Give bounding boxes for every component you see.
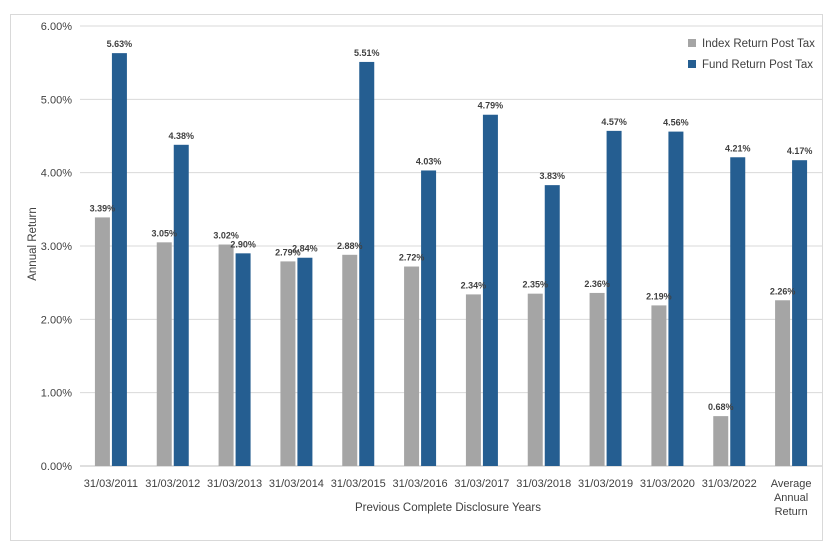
bar-fund-return — [730, 157, 746, 466]
y-tick-label: 3.00% — [41, 241, 72, 253]
x-tick-label: 31/03/2012 — [145, 478, 200, 490]
data-label: 3.83% — [539, 171, 565, 181]
bar-fund-return — [792, 160, 808, 466]
bar-fund-return — [359, 61, 375, 466]
x-tick-label: 31/03/2019 — [578, 478, 633, 490]
data-label: 4.57% — [601, 117, 627, 127]
data-label: 2.72% — [399, 253, 425, 263]
data-label: 2.88% — [337, 241, 363, 251]
x-tick-label: 31/03/2018 — [516, 478, 571, 490]
bar-fund-return — [235, 253, 251, 466]
bar-fund-return — [668, 131, 684, 466]
y-tick-label: 5.00% — [41, 94, 72, 106]
bar-fund-return — [482, 114, 498, 466]
data-label: 3.05% — [151, 228, 177, 238]
bar-index-return — [589, 292, 605, 466]
x-tick-label: 31/03/2017 — [454, 478, 509, 490]
data-label: 2.36% — [584, 279, 610, 289]
bar-index-return — [280, 261, 296, 466]
data-label: 2.90% — [230, 239, 256, 249]
x-axis-ticks: 31/03/2011 31/03/2012 31/03/2013 31/03/2014… — [84, 478, 812, 518]
bars — [94, 53, 808, 467]
y-axis-title: Annual Return — [27, 207, 39, 281]
x-axis-title: Previous Complete Disclosure Years — [355, 502, 541, 514]
y-tick-label: 1.00% — [41, 388, 72, 400]
bar-index-return — [527, 293, 543, 466]
data-label: 2.34% — [461, 280, 487, 290]
data-label: 4.17% — [787, 146, 813, 156]
bar-index-return — [156, 242, 172, 466]
data-label: 2.35% — [522, 280, 548, 290]
bar-index-return — [94, 217, 110, 466]
legend-label: Fund Return Post Tax — [702, 59, 813, 71]
bar-index-return — [218, 244, 234, 466]
legend-swatch — [688, 39, 696, 47]
y-tick-label: 0.00% — [41, 461, 72, 473]
bar-index-return — [342, 254, 358, 466]
bar-fund-return — [421, 170, 437, 466]
data-label: 3.39% — [90, 203, 116, 213]
data-label: 2.84% — [292, 244, 318, 254]
data-label: 4.56% — [663, 118, 689, 128]
data-label: 5.51% — [354, 48, 380, 58]
x-tick-label: Return — [775, 506, 808, 518]
x-tick-label: 31/03/2014 — [269, 478, 324, 490]
x-tick-label: 31/03/2016 — [393, 478, 448, 490]
bar-fund-return — [606, 130, 622, 466]
data-label: 2.79% — [275, 247, 301, 257]
legend: Index Return Post Tax Fund Return Post Ta… — [688, 38, 815, 71]
x-tick-label: 31/03/2020 — [640, 478, 695, 490]
x-tick-label: 31/03/2013 — [207, 478, 262, 490]
data-labels: 3.39% 5.63% 3.05% 4.38% 3.02%2.90% 2.79%2.84%… — [90, 39, 813, 412]
data-label: 2.19% — [646, 291, 672, 301]
y-axis-ticks: 0.00% 1.00% 2.00% 3.00% 4.00% 5.00% 6.00% — [41, 21, 72, 473]
x-tick-label: Annual — [774, 492, 808, 504]
data-label: 4.38% — [168, 131, 194, 141]
bar-fund-return — [297, 257, 313, 466]
bar-fund-return — [173, 144, 189, 467]
y-tick-label: 6.00% — [41, 21, 72, 33]
gridlines — [80, 25, 822, 467]
data-label: 4.03% — [416, 156, 442, 166]
bar-index-return — [775, 300, 791, 466]
bar-fund-return — [111, 53, 127, 467]
data-label: 2.26% — [770, 286, 796, 296]
x-tick-label: Average — [771, 478, 812, 490]
x-tick-label: 31/03/2015 — [331, 478, 386, 490]
bar-fund-return — [544, 185, 560, 466]
data-label: 3.02% — [213, 231, 239, 241]
data-label: 4.79% — [478, 101, 504, 111]
legend-swatch — [688, 60, 696, 68]
bar-index-return — [465, 294, 481, 466]
data-label: 4.21% — [725, 143, 751, 153]
legend-label: Index Return Post Tax — [702, 38, 815, 50]
data-label: 0.68% — [708, 402, 734, 412]
y-tick-label: 2.00% — [41, 314, 72, 326]
y-tick-label: 4.00% — [41, 168, 72, 180]
data-label: 5.63% — [107, 39, 133, 49]
x-tick-label: 31/03/2022 — [702, 478, 757, 490]
bar-index-return — [713, 416, 729, 466]
bar-index-return — [404, 266, 420, 466]
x-tick-label: 31/03/2011 — [84, 478, 138, 490]
bar-index-return — [651, 305, 667, 466]
